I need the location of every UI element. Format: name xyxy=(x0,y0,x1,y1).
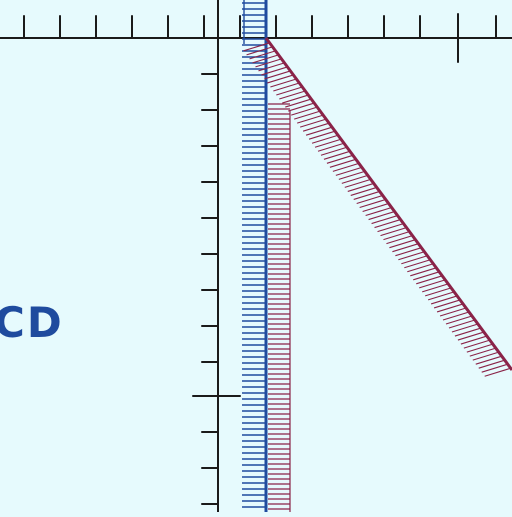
red-hatch-mark xyxy=(258,62,285,72)
red-hatch-mark xyxy=(356,194,383,205)
red-hatch-mark xyxy=(460,335,488,345)
red-hatch-mark xyxy=(395,247,422,257)
red-hatch-mark xyxy=(323,150,351,160)
red-hatch-mark xyxy=(484,367,511,377)
red-hatch-mark xyxy=(416,275,443,285)
red-hatch-mark xyxy=(410,267,437,277)
red-hatch-mark xyxy=(305,126,333,136)
red-hatch-mark xyxy=(445,315,473,325)
red-hatch-mark xyxy=(407,263,434,273)
red-hatch-mark xyxy=(353,190,380,200)
red-hatch-mark xyxy=(398,251,425,261)
red-hatch-mark xyxy=(276,86,303,96)
blue-constraint-boundary xyxy=(242,0,268,512)
red-hatch-mark xyxy=(377,223,404,233)
red-hatch-mark xyxy=(481,363,508,373)
red-hatch-mark xyxy=(246,46,273,56)
red-hatch-mark xyxy=(341,174,368,184)
red-hatch-mark xyxy=(380,227,407,237)
red-hatch-mark xyxy=(472,351,499,361)
red-hatch-mark xyxy=(282,94,309,104)
red-hatch-mark xyxy=(261,66,288,76)
red-hatch-mark xyxy=(362,202,389,213)
red-hatch-mark xyxy=(344,178,371,188)
red-hatch-mark xyxy=(448,319,476,329)
red-hatch-mark xyxy=(308,130,336,140)
red-hatch-mark xyxy=(350,186,377,196)
red-hatch-mark xyxy=(311,134,339,144)
red-hatch-mark xyxy=(320,146,348,156)
red-hatch-mark xyxy=(389,239,416,249)
red-hatch-mark xyxy=(430,295,458,305)
red-hatch-mark xyxy=(338,170,365,180)
red-hatch-mark xyxy=(329,158,357,168)
red-hatch-mark xyxy=(457,331,485,341)
red-hatch-mark xyxy=(404,259,431,269)
red-hatch-mark xyxy=(317,142,345,152)
red-hatch-mark xyxy=(302,122,330,132)
red-hatch-mark xyxy=(359,198,386,209)
red-hatch-mark xyxy=(314,138,342,148)
red-hatch-mark xyxy=(347,182,374,192)
red-hatch-mark xyxy=(424,287,452,297)
red-hatch-mark xyxy=(374,219,401,229)
red-hatch-mark xyxy=(478,359,505,369)
red-hatch-mark xyxy=(326,154,354,164)
red-hatch-mark xyxy=(288,102,315,112)
red-hatch-mark xyxy=(371,215,398,225)
red-hatch-mark xyxy=(368,211,395,221)
red-hatch-mark xyxy=(291,106,318,116)
red-hatch-mark xyxy=(442,311,470,321)
red-hatch-mark xyxy=(294,110,321,120)
red-boundary-line xyxy=(264,37,512,371)
red-hatch-mark xyxy=(296,114,324,124)
red-hatch-mark xyxy=(475,355,502,365)
red-hatch-mark xyxy=(427,291,455,301)
red-hatch-mark xyxy=(255,58,282,68)
red-hatch-mark xyxy=(422,283,449,293)
red-hatch-mark xyxy=(439,307,467,317)
red-hatch-mark xyxy=(267,74,294,84)
red-hatch-mark xyxy=(270,78,297,88)
red-hatch-mark xyxy=(386,235,413,245)
red-hatch-mark xyxy=(332,162,360,172)
red-hatch-mark xyxy=(252,54,279,64)
red-hatch-mark xyxy=(264,70,291,80)
red-hatch-mark xyxy=(413,271,440,281)
red-hatch-mark xyxy=(335,166,363,176)
red-hatch-mark xyxy=(451,323,479,333)
red-hatch-mark xyxy=(285,98,312,108)
red-hatch-mark xyxy=(383,231,410,241)
red-hatch-mark xyxy=(436,303,464,313)
red-hatch-mark xyxy=(273,82,300,92)
red-hatch-mark xyxy=(365,207,392,217)
red-hatch-mark xyxy=(249,50,276,60)
red-hatch-mark xyxy=(469,347,496,357)
red-hatch-mark xyxy=(243,42,270,52)
red-hatch-mark xyxy=(401,255,428,265)
red-hatch-mark xyxy=(419,279,446,289)
red-hatch-mark xyxy=(433,299,461,309)
red-hatch-mark xyxy=(392,243,419,253)
region-label: CD xyxy=(0,298,64,347)
red-hatch-mark xyxy=(299,118,327,128)
red-hatch-mark xyxy=(466,343,493,353)
red-hatch-mark xyxy=(454,327,482,337)
red-hatch-mark xyxy=(279,90,306,100)
red-hatch-mark xyxy=(463,339,491,349)
red-constraint-boundary xyxy=(243,37,512,512)
